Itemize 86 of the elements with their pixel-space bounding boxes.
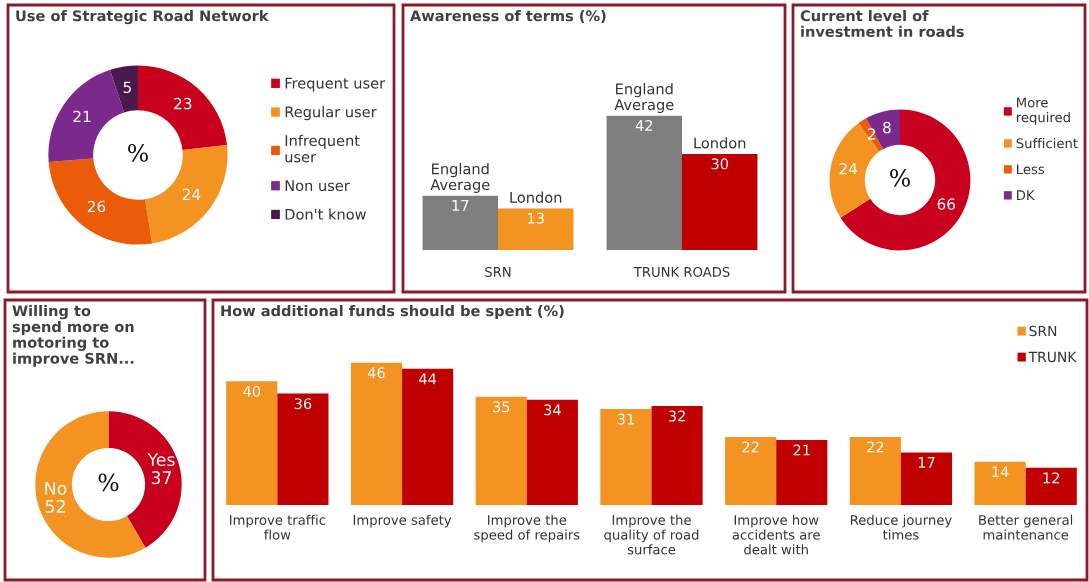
x-tick-label: Improve how accidents are dealt with [732, 514, 820, 555]
legend-label: DK [1017, 190, 1035, 200]
data-label: 46 [367, 367, 385, 379]
legend-label: Infrequent user [285, 134, 360, 163]
x-tick-label: Improve the quality of road surface [604, 514, 699, 555]
donut-slice [829, 123, 880, 218]
bar [277, 393, 329, 505]
text: England Average [430, 163, 490, 193]
data-label: 2 [867, 128, 876, 140]
data-label: 31 [617, 413, 634, 425]
bar [651, 405, 703, 505]
legend-label: Regular user [285, 106, 377, 121]
data-label: 30 [711, 158, 729, 170]
data-label: 22 [867, 441, 884, 453]
series-label: London [510, 191, 562, 203]
data-label: 14 [992, 466, 1009, 478]
data-label: 21 [73, 110, 91, 122]
bar [849, 436, 901, 505]
legend-label: Frequent user [285, 77, 386, 92]
bar [600, 409, 652, 505]
x-tick-label: Improve safety [353, 514, 452, 528]
data-label: 40 [243, 385, 261, 397]
data-label: 22 [742, 441, 759, 453]
data-label: 34 [544, 404, 561, 416]
data-label: 52 [45, 499, 65, 513]
data-label: 21 [793, 444, 810, 456]
data-label: 17 [918, 457, 935, 468]
text: % [890, 168, 910, 187]
bar [402, 368, 454, 505]
data-label: 23 [174, 97, 192, 110]
bar [422, 195, 498, 250]
x-tick-label: Better general maintenance [979, 514, 1073, 540]
bar [350, 362, 403, 505]
x-tick-label: Improve traffic flow [229, 514, 326, 540]
bar [776, 440, 828, 505]
bar [682, 154, 758, 250]
legend-label: Sufficient [1016, 138, 1078, 149]
data-label: 44 [419, 373, 437, 385]
legend-label: Non user [285, 180, 350, 192]
bar [725, 436, 777, 505]
data-label: 24 [182, 188, 201, 200]
bar [974, 461, 1026, 505]
data-label: 26 [87, 200, 106, 213]
legend-label: TRUNK [1028, 351, 1077, 363]
data-label: 13 [528, 212, 544, 224]
data-label: 5 [123, 81, 131, 94]
data-label: 66 [937, 198, 956, 210]
chart-title: Current level of investment in roads [800, 10, 964, 38]
donut-slice [35, 411, 146, 558]
data-label: 24 [839, 162, 857, 175]
bar [900, 452, 953, 505]
donut-slice [866, 109, 900, 150]
chart-title: Awareness of terms (%) [410, 10, 606, 23]
bar [475, 396, 527, 505]
slice-label: Yes [147, 453, 175, 467]
bar [1025, 467, 1077, 505]
legend-label: Don't know [285, 208, 366, 220]
donut-slice [110, 65, 138, 113]
x-tick-label: TRUNK ROADS [633, 266, 730, 277]
chart-title: Willing to spend more on motoring to improve SRN... [12, 305, 134, 367]
chart-title: Use of Strategic Road Network [16, 10, 269, 25]
donut-slice [48, 69, 125, 163]
data-label: 12 [1043, 472, 1060, 484]
bar [606, 115, 682, 250]
x-tick-label: Improve the speed of repairs [474, 514, 580, 543]
data-label: 35 [493, 401, 510, 413]
x-tick-label: Reduce journey times [850, 514, 952, 540]
data-label: 36 [294, 398, 312, 410]
legend-label: More required [1016, 97, 1070, 125]
text: London [694, 137, 746, 149]
legend-label: SRN [1029, 325, 1057, 337]
text: % [98, 473, 119, 492]
data-label: 42 [635, 119, 653, 131]
data-label: 8 [883, 121, 891, 134]
data-label: 32 [668, 410, 685, 422]
series-label: England Average [614, 83, 674, 113]
bar [526, 399, 578, 505]
bar [498, 208, 574, 250]
data-label: 37 [151, 471, 172, 485]
donut-slice [840, 109, 971, 251]
bar [226, 381, 278, 505]
text: % [128, 143, 148, 162]
slice-label: No [45, 481, 67, 495]
data-label: 17 [452, 200, 469, 211]
legend-label: Less [1017, 164, 1045, 175]
chart-title: How additional funds should be spent (%) [221, 305, 564, 320]
